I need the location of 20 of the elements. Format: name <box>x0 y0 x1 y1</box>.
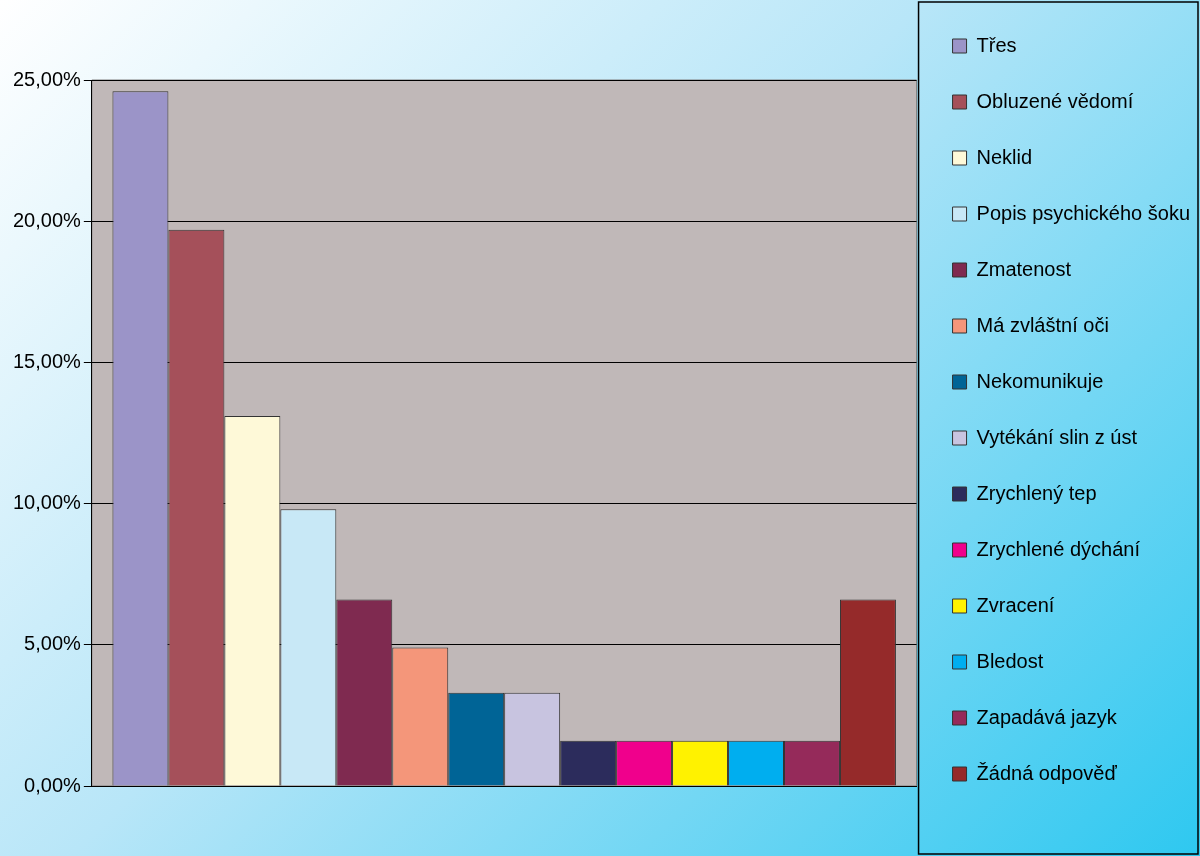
legend-label: Popis psychického šoku <box>976 201 1191 224</box>
legend-label: Zapadává jazyk <box>976 705 1118 728</box>
legend-label: Obluzené vědomí <box>976 89 1134 112</box>
y-tick-label: 0,00% <box>24 773 82 796</box>
legend-label: Zmatenost <box>976 257 1072 280</box>
legend-label: Zvracení <box>976 593 1055 616</box>
y-tick-label: 20,00% <box>12 208 82 231</box>
y-tick-label: 15,00% <box>12 349 82 372</box>
legend-label: Zrychlený tep <box>976 481 1097 504</box>
legend-label: Žádná odpověď <box>976 761 1118 784</box>
legend-label: Vytékání slin z úst <box>976 425 1138 448</box>
legend-label: Bledost <box>976 649 1044 672</box>
legend-label: Zrychlené dýchání <box>976 537 1141 560</box>
y-tick-label: 10,00% <box>12 491 82 514</box>
legend-label: Má zvláštní oči <box>976 313 1109 336</box>
legend-label: Neklid <box>976 145 1033 168</box>
y-tick-label: 5,00% <box>24 632 82 655</box>
legend-label: Nekomunikuje <box>976 369 1104 392</box>
y-tick-label: 25,00% <box>12 67 82 90</box>
legend-label: Třes <box>976 33 1017 56</box>
